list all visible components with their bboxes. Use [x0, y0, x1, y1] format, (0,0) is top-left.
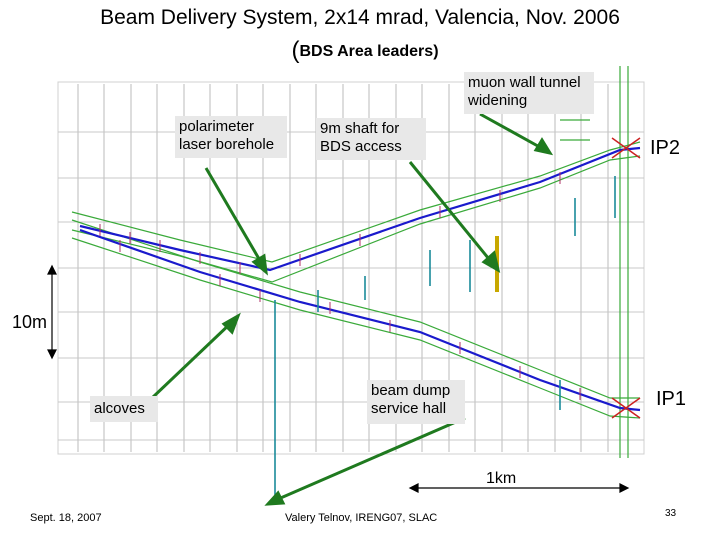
- callout-beam-dump: beam dump service hall: [367, 380, 465, 424]
- arrow-polarimeter: [204, 167, 264, 265]
- page-number: 33: [665, 508, 677, 519]
- callout-muon-wall: muon wall tunnel widening: [464, 72, 594, 114]
- arrow-alcoves-head: [221, 312, 241, 335]
- arrow-polarimeter-head: [251, 253, 268, 276]
- subtitle-text: BDS Area leaders: [299, 43, 434, 60]
- arrow-muon-head: [533, 137, 554, 156]
- callout-polarimeter: polarimeter laser borehole: [175, 116, 287, 158]
- horizontal-scale-label: 1km: [486, 470, 517, 487]
- arrow-dump: [275, 416, 466, 502]
- subtitle-open-paren: (: [291, 37, 300, 64]
- footer-author: Valery Telnov, IRENG07, SLAC: [285, 512, 438, 524]
- slide-subtitle: (BDS Area leaders): [5, 37, 720, 65]
- arrow-shaft: [408, 161, 495, 265]
- beamlines: [79, 146, 641, 412]
- footer-date: Sept. 18, 2007: [30, 512, 102, 524]
- ip2-label: IP2: [650, 137, 681, 159]
- arrow-muon: [479, 112, 546, 152]
- magnet-markers: [99, 172, 581, 400]
- callout-alcoves: alcoves: [90, 396, 158, 422]
- ip-crossings: [611, 137, 641, 419]
- subtitle-close-paren: ): [433, 43, 439, 60]
- callout-arrows: [150, 112, 554, 506]
- callout-shaft: 9m shaft for BDS access: [316, 118, 426, 160]
- slide-title: Beam Delivery System, 2x14 mrad, Valenci…: [100, 6, 620, 29]
- vertical-scale-label: 10m: [12, 312, 48, 332]
- scale-bars: [47, 264, 630, 493]
- ip1-label: IP1: [656, 388, 687, 410]
- arrow-dump-head: [264, 490, 286, 506]
- arrow-alcoves: [150, 320, 234, 400]
- shaft-structures: [274, 176, 616, 495]
- arrow-shaft-head: [481, 250, 501, 274]
